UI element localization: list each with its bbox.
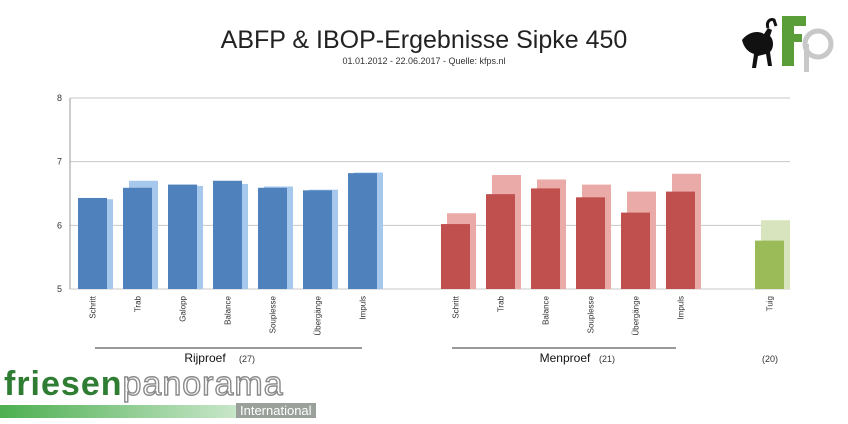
category-label: Balance (224, 295, 233, 324)
chart-title: ABFP & IBOP-Ergebnisse Sipke 450 (220, 26, 628, 54)
group-count: (21) (599, 354, 615, 364)
value-bar (213, 180, 242, 289)
brand-bar (0, 405, 236, 418)
value-bar (78, 197, 107, 289)
group-label: Menproef (540, 351, 591, 365)
category-label: Souplesse (587, 295, 596, 333)
brand-wordmark: friesenpanorama (4, 364, 284, 404)
category-label: Souplesse (269, 295, 278, 333)
category-label: Trab (497, 295, 506, 312)
value-bar (168, 184, 197, 289)
value-bar (666, 191, 695, 289)
brand-subtitle: International (236, 403, 316, 418)
friesenpanorama-logo: friesenpanorama International (0, 364, 340, 424)
category-label: Impuls (677, 296, 686, 320)
category-label: Übergänge (314, 295, 323, 335)
value-bar (123, 187, 152, 289)
group-count: (27) (239, 354, 255, 364)
category-label: Trab (134, 295, 143, 312)
value-bar (531, 188, 560, 289)
value-bar (348, 173, 377, 289)
category-label: Tuig (766, 296, 775, 311)
y-tick-label: 6 (57, 220, 62, 230)
value-bar (486, 194, 515, 289)
horse-logo-icon (742, 16, 834, 72)
group-label: Rijproef (184, 351, 226, 365)
value-bar (621, 212, 650, 289)
category-label: Balance (542, 295, 551, 324)
category-label: Übergänge (632, 295, 641, 335)
category-label: Impuls (359, 296, 368, 320)
value-bar (576, 197, 605, 289)
chart-subtitle: 01.01.2012 - 22.06.2017 - Quelle: kfps.n… (342, 56, 506, 66)
category-label: Galopp (179, 295, 188, 321)
value-bar (441, 224, 470, 289)
y-tick-label: 8 (57, 93, 62, 103)
category-label: Schritt (89, 295, 98, 318)
y-tick-label: 5 (57, 284, 62, 294)
brand-word-panorama: panorama (122, 364, 284, 403)
brand-word-friesen: friesen (4, 365, 123, 403)
y-tick-label: 7 (57, 157, 62, 167)
group-count: (20) (762, 354, 778, 364)
value-bar (303, 190, 332, 289)
value-bar (258, 187, 287, 289)
value-bar (755, 240, 784, 289)
category-label: Schritt (452, 295, 461, 318)
